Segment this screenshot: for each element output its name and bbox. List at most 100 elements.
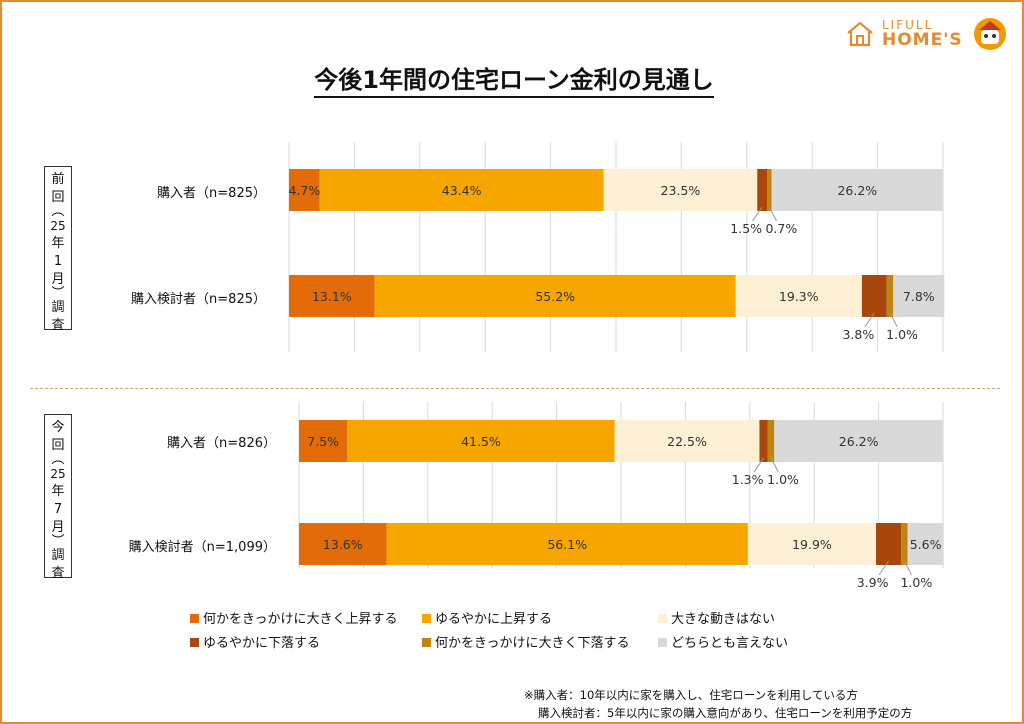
period-label-char: 年: [51, 236, 65, 251]
data-label: 1.5%: [730, 221, 762, 236]
period-label-char: 年: [51, 484, 65, 499]
bar-segment: [771, 169, 943, 211]
leader-line: [768, 206, 778, 222]
bar-segment: [861, 275, 887, 317]
data-label: 7.8%: [903, 289, 935, 304]
bar-segment: [767, 420, 775, 462]
legend-label: 大きな動きはない: [671, 612, 776, 627]
leader-line: [752, 206, 763, 222]
bar-segment: [603, 169, 758, 211]
leader-line: [903, 560, 913, 576]
period-label-char: 7: [53, 502, 63, 517]
data-label: 26.2%: [837, 183, 877, 198]
data-label: 3.8%: [842, 327, 874, 342]
data-label: 1.0%: [900, 575, 932, 590]
bar-segment: [735, 275, 862, 317]
legend-item: 何かをきっかけに大きく下落する: [422, 632, 629, 651]
legend-item: 大きな動きはない: [658, 608, 775, 627]
row-label: 購入者（n=826）: [167, 436, 276, 451]
period-label-char: ︵: [51, 452, 65, 467]
bar-segment: [347, 420, 615, 462]
legend-item: ゆるやかに上昇する: [422, 608, 552, 627]
legend-swatch: [658, 614, 667, 623]
chart-title: 今後1年間の住宅ローン金利の見通し: [2, 60, 1024, 98]
period-label-char: 月: [51, 520, 65, 535]
legend-swatch: [190, 638, 199, 647]
bar-segment: [374, 275, 736, 317]
legend-label: ゆるやかに上昇する: [435, 612, 553, 627]
data-label: 1.0%: [886, 327, 918, 342]
section-divider: [30, 388, 1000, 389]
footnote: 購入検討者：5年以内に家の購入意向があり、住宅ローンを利用予定の方: [538, 706, 913, 720]
data-label: 22.5%: [667, 434, 707, 449]
row-label: 購入検討者（n=1,099）: [128, 540, 276, 555]
logo-top-text: LIFULL: [882, 18, 934, 32]
period-label-char: 前: [51, 172, 65, 187]
logo-main-text: HOME'S: [882, 30, 963, 50]
period-label-previous: 前回 ︵ 25 年 1 月 ︶ 調査: [44, 166, 72, 333]
bar-segment: [614, 420, 760, 462]
bar-segment: [299, 523, 387, 565]
period-label-char: 25: [50, 467, 66, 481]
legend-swatch: [190, 614, 199, 623]
period-label-char: ︶: [51, 286, 65, 301]
data-label: 3.9%: [857, 575, 889, 590]
data-label: 5.6%: [910, 537, 942, 552]
data-label: 13.1%: [312, 289, 352, 304]
data-label: 23.5%: [661, 183, 701, 198]
data-label: 26.2%: [839, 434, 879, 449]
footnote: ※購入者：10年以内に家を購入し、住宅ローンを利用している方: [524, 688, 858, 702]
legend-item: どちらとも言えない: [658, 632, 788, 651]
legend-label: ゆるやかに下落する: [203, 636, 321, 651]
legend-label: 何かをきっかけに大きく上昇する: [203, 612, 398, 627]
period-label-char: 査: [51, 318, 65, 333]
footnotes: ※購入者：10年以内に家を購入し、住宅ローンを利用している方 購入検討者：5年以…: [524, 686, 912, 722]
bar-segment: [886, 275, 894, 317]
row-label: 購入者（n=825）: [157, 186, 266, 201]
data-label: 55.2%: [535, 289, 575, 304]
leader-line: [878, 560, 889, 576]
legend-swatch: [658, 638, 667, 647]
period-label-char: 25: [50, 219, 66, 233]
leader-line: [770, 457, 779, 473]
bar-segment: [774, 420, 943, 462]
bar-segment: [767, 169, 772, 211]
legend-item: 何かをきっかけに大きく上昇する: [190, 608, 397, 627]
mascot-icon: [974, 18, 1006, 50]
legend-swatch: [422, 638, 431, 647]
row-label: 購入検討者（n=825）: [131, 292, 266, 307]
bar-segment: [876, 523, 902, 565]
legend-label: 何かをきっかけに大きく下落する: [435, 636, 630, 651]
bar-segment: [907, 523, 944, 565]
house-logo-icon: [847, 21, 873, 47]
period-label-char: 月: [51, 272, 65, 287]
data-label: 13.6%: [323, 537, 363, 552]
data-label: 19.3%: [779, 289, 819, 304]
period-label-char: ︶: [51, 534, 65, 549]
data-label: 1.0%: [767, 472, 799, 487]
data-label: 0.7%: [765, 221, 797, 236]
period-label-char: 回: [51, 438, 65, 453]
bar-segment: [747, 523, 877, 565]
period-label-char: ︵: [51, 204, 65, 219]
period-label-char: 1: [53, 254, 63, 269]
period-label-char: 査: [51, 566, 65, 581]
bar-segment: [299, 420, 348, 462]
legend-label: どちらとも言えない: [671, 636, 789, 651]
data-label: 19.9%: [792, 537, 832, 552]
period-label-char: 今: [51, 420, 65, 435]
data-label: 41.5%: [461, 434, 501, 449]
data-label: 7.5%: [307, 434, 339, 449]
bar-segment: [759, 420, 768, 462]
leader-line: [753, 457, 765, 473]
stacked-bar-chart: 4.7% 43.4% 23.5% 1.5% 0.7% 26.2% 13.1% 55.2% 19.…: [288, 142, 945, 590]
period-label-char: 調: [51, 300, 65, 315]
data-label: 43.4%: [442, 183, 482, 198]
period-label-char: 調: [51, 548, 65, 563]
data-label: 56.1%: [547, 537, 587, 552]
legend-item: ゆるやかに下落する: [190, 632, 320, 651]
period-label-char: 回: [51, 190, 65, 205]
bar-segment: [901, 523, 908, 565]
bar-segment: [386, 523, 748, 565]
